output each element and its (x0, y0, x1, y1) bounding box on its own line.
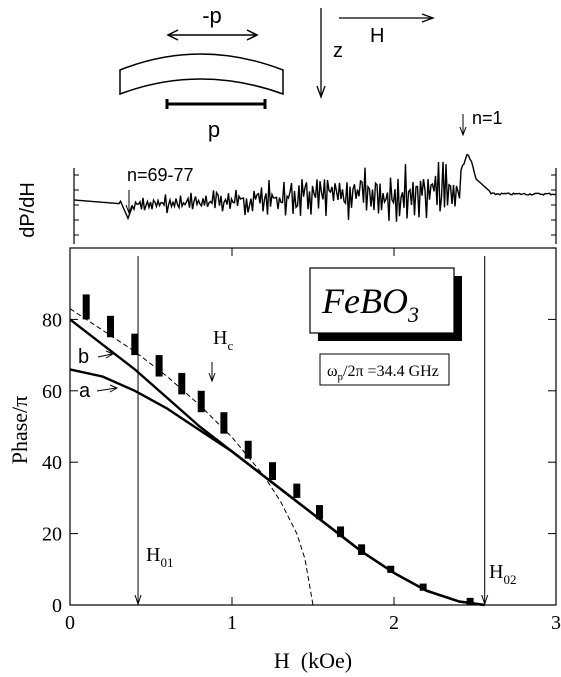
data-bars (82, 294, 474, 605)
frequency-box: ωp/2π =34.4 GHz (319, 353, 450, 386)
y-axis-label: Phase/π (7, 396, 32, 465)
dpdh-ylabel: dP/dH (17, 182, 39, 238)
svg-text:Hc: Hc (213, 327, 233, 353)
y-tick-label: 0 (52, 595, 62, 617)
z-label: z (333, 40, 343, 62)
annot-n69-77: n=69-77 (127, 165, 194, 185)
p-label: p (208, 117, 220, 142)
curved-sample (119, 53, 284, 96)
dpdh-panel: dP/dH n=69-77 n=1 (17, 108, 557, 244)
y-tick-label: 80 (42, 309, 62, 331)
x-tick-label: 1 (227, 612, 237, 634)
data-bar (82, 294, 90, 320)
y-tick-label: 60 (42, 381, 62, 403)
data-bar (107, 315, 114, 338)
H-label: H (370, 25, 384, 47)
h02-label: H02 (489, 561, 516, 587)
x-axis-label: H (kOe) (274, 648, 352, 673)
dpdh-ticks (74, 174, 556, 236)
sample-diagram: -p p z H (119, 3, 435, 142)
y-tick-labels: 0 20 40 60 80 (42, 309, 62, 617)
h01-label: H01 (146, 544, 173, 570)
minus-p-label: -p (202, 3, 222, 28)
y-tick-label: 40 (42, 452, 62, 474)
curve-b-pointer (97, 350, 115, 359)
svg-text:FeBO3: FeBO3 (321, 281, 419, 327)
curve-a-pointer (96, 384, 119, 393)
data-bar (131, 333, 139, 356)
series-dashed-2 (69, 308, 314, 606)
data-bar (244, 440, 252, 459)
data-bar (293, 483, 301, 498)
material-box: FeBO3 (309, 267, 462, 341)
minus-p-arrow (166, 29, 259, 41)
data-bar (358, 544, 366, 556)
data-bar (419, 583, 427, 591)
data-bar (269, 462, 276, 481)
data-bar (220, 412, 228, 434)
phase-chart: 0 1 2 3 0 20 40 60 80 Phase/π H (kOe) b a Hc H0… (7, 247, 561, 673)
annot-left-arrow (125, 190, 133, 215)
data-bar (387, 565, 395, 573)
data-bar (315, 505, 323, 520)
data-bar (178, 372, 186, 395)
field-line-arrowhead (134, 594, 142, 606)
data-bar (155, 355, 163, 377)
x-tick-label: 0 (65, 612, 75, 634)
data-bar (337, 526, 345, 538)
x-tick-label: 2 (389, 612, 399, 634)
plot-frame (69, 247, 557, 606)
annot-n1: n=1 (472, 108, 503, 128)
svg-text:ωp/2π =34.4 GHz: ωp/2π =34.4 GHz (327, 363, 439, 383)
p-bar (165, 99, 267, 109)
z-arrow (316, 8, 326, 99)
hc-marker: Hc (208, 327, 233, 383)
data-bar (466, 597, 474, 605)
dpdh-trace (73, 153, 556, 222)
x-tick-labels: 0 1 2 3 (65, 612, 561, 634)
axis-ticks (69, 248, 557, 606)
annot-right-arrow (459, 114, 467, 137)
H-arrow (339, 13, 435, 23)
x-tick-label: 3 (551, 612, 561, 634)
curve-label-a: a (79, 380, 91, 402)
y-tick-label: 20 (42, 524, 62, 546)
data-bar (197, 390, 205, 413)
curve-label-b: b (78, 346, 89, 368)
